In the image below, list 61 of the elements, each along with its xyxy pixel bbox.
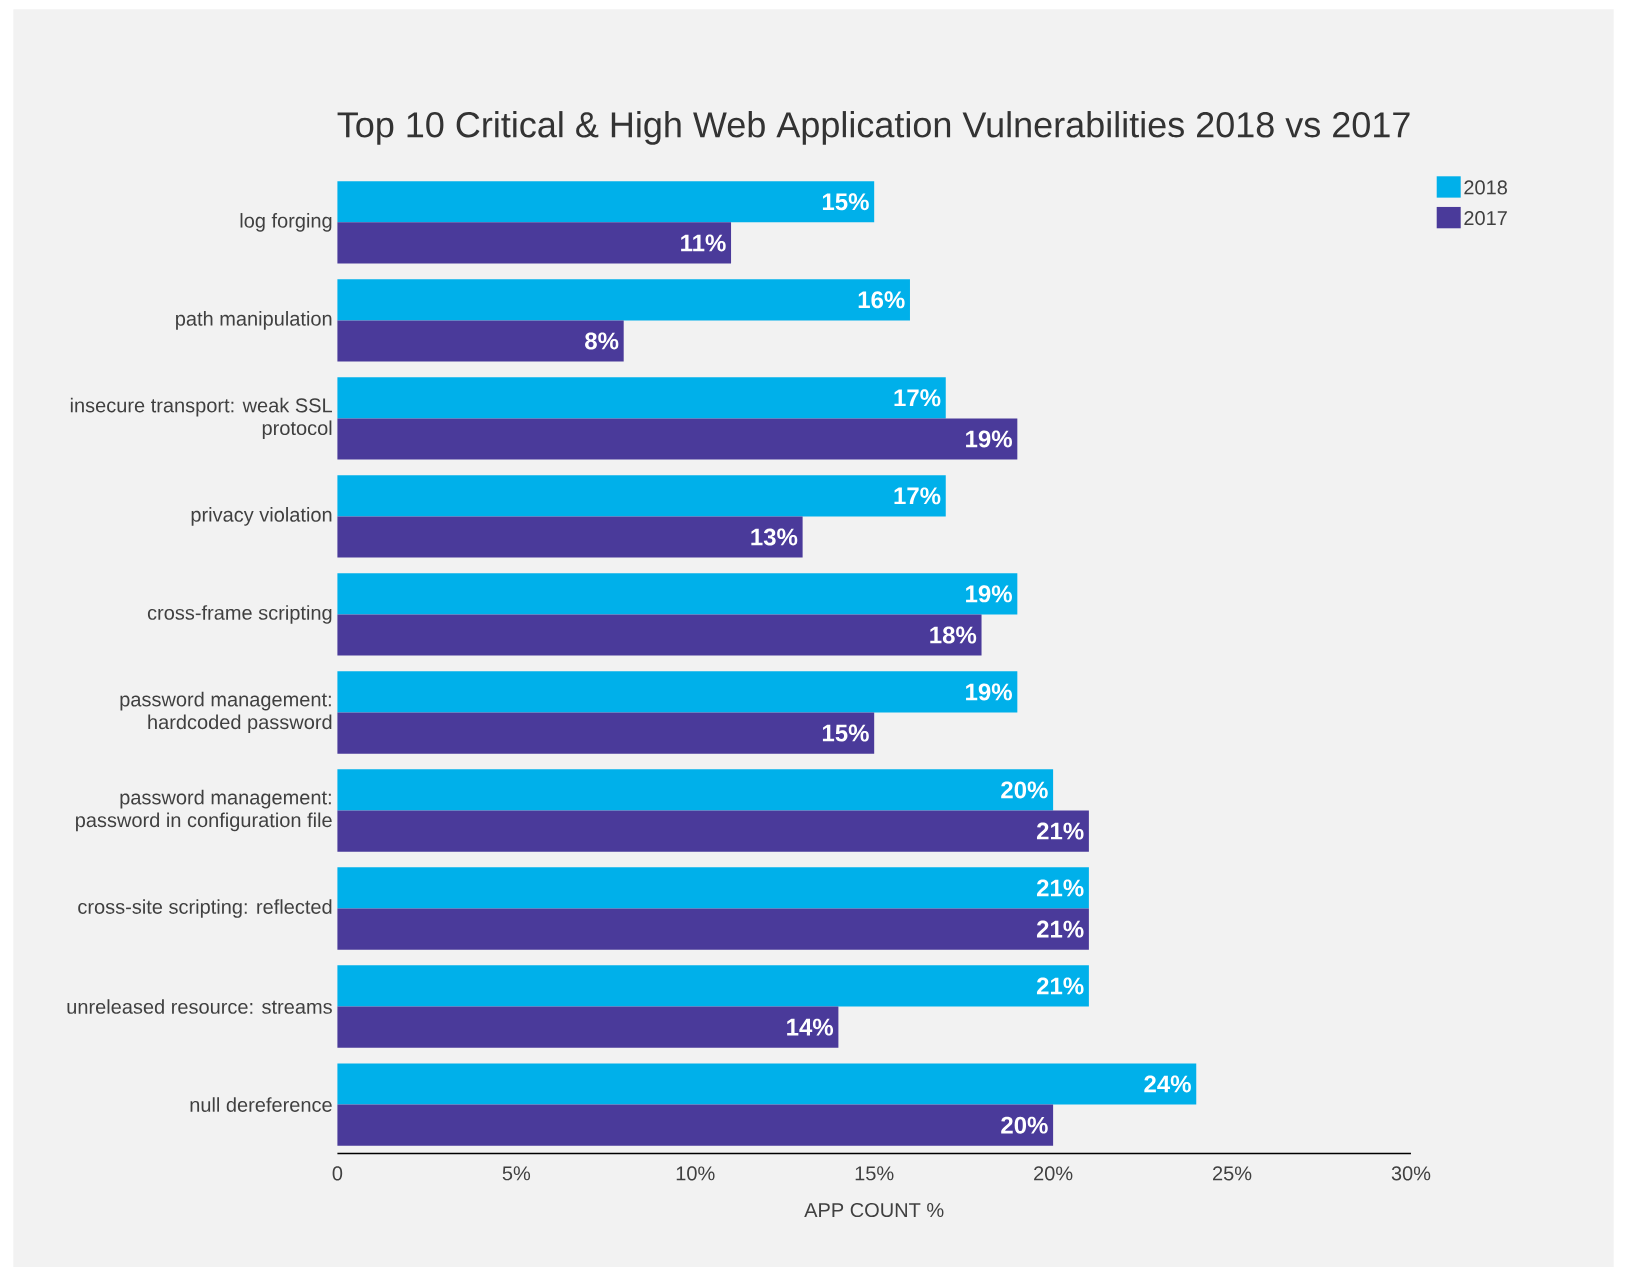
x-tick-label: 15% [855, 1166, 894, 1181]
y-tick-label: insecure transport: weak SSL protocol [70, 397, 332, 440]
bar [337, 279, 910, 321]
data-label: 24% [1144, 1075, 1191, 1093]
data-label: 19% [966, 585, 1012, 603]
bar [337, 1063, 1197, 1105]
data-label: 15% [822, 724, 869, 742]
x-tick-label: 0 [332, 1166, 343, 1181]
data-label: 21% [1036, 822, 1084, 840]
x-tick-label: 20% [1034, 1166, 1073, 1181]
data-label: 17% [894, 487, 941, 505]
y-tick-label: path manipulation [176, 311, 332, 330]
data-label: 14% [787, 1018, 834, 1036]
y-tick-label: password management: password in configuration file [76, 790, 332, 832]
bar [337, 614, 982, 656]
bar [337, 810, 1089, 852]
data-label: 21% [1036, 977, 1084, 995]
bar [337, 475, 946, 517]
x-tick-label: 10% [676, 1166, 715, 1181]
bar [337, 516, 803, 558]
bar [337, 377, 946, 419]
y-tick-label: unreleased resource: streams [67, 999, 332, 1015]
x-tick-label: 30% [1391, 1166, 1431, 1181]
legend-label: 2018 [1464, 180, 1507, 195]
bar [337, 181, 875, 223]
data-label: 21% [1036, 879, 1084, 897]
data-label: 19% [966, 683, 1012, 701]
bar [337, 573, 1018, 615]
bar [337, 1006, 839, 1048]
data-label: 11% [681, 234, 726, 252]
bar [337, 712, 875, 754]
legend-label: 2017 [1464, 211, 1507, 226]
bar [337, 222, 732, 264]
chart-title: Top 10 Critical & High Web Application Vulnerabilities 2018 vs 2017 [337, 111, 1410, 145]
bar [337, 320, 624, 362]
data-label: 16% [858, 291, 905, 309]
bar [337, 1104, 1054, 1146]
bar [337, 867, 1089, 909]
y-tick-label: privacy violation [191, 507, 332, 526]
x-tick-label: 25% [1213, 1166, 1252, 1181]
y-tick-label: null dereference [190, 1097, 332, 1113]
data-label: 21% [1036, 920, 1084, 938]
data-label: 20% [1001, 1116, 1048, 1134]
y-tick-label: log forging [240, 213, 332, 232]
bar [337, 769, 1054, 811]
data-label: 15% [822, 193, 869, 211]
data-label: 13% [751, 528, 798, 546]
data-label: 20% [1001, 781, 1048, 799]
y-tick-label: cross-frame scripting [147, 605, 332, 624]
bar [337, 908, 1089, 950]
bar [337, 671, 1018, 713]
x-axis-title: APP COUNT % [804, 1203, 944, 1218]
data-label: 8% [585, 332, 619, 350]
data-label: 18% [930, 626, 977, 644]
y-tick-label: cross-site scripting: reflected [78, 899, 332, 919]
x-tick-label: 5% [502, 1166, 531, 1181]
bar [337, 965, 1089, 1007]
y-tick-label: password management: hardcoded password [120, 692, 332, 734]
data-label: 19% [966, 430, 1012, 448]
bar [337, 418, 1018, 460]
data-label: 17% [894, 389, 941, 407]
